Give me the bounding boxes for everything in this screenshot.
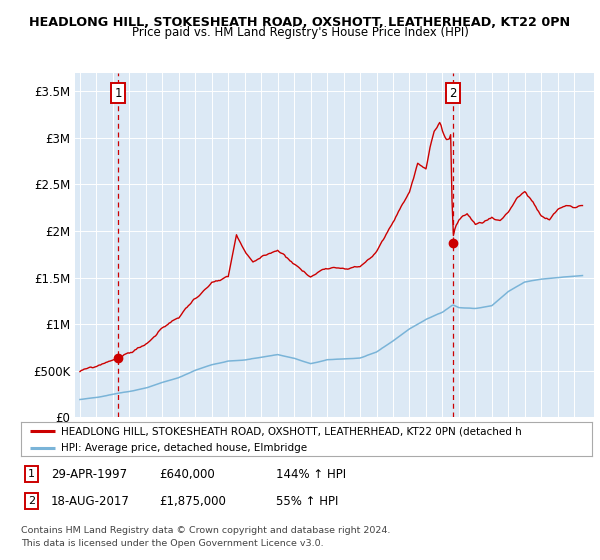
- Text: 2: 2: [28, 496, 35, 506]
- Text: 2: 2: [449, 87, 457, 100]
- Text: This data is licensed under the Open Government Licence v3.0.: This data is licensed under the Open Gov…: [21, 539, 323, 548]
- Text: 1: 1: [115, 87, 122, 100]
- Text: 29-APR-1997: 29-APR-1997: [51, 468, 127, 481]
- Text: £1,875,000: £1,875,000: [159, 494, 226, 508]
- Text: HPI: Average price, detached house, Elmbridge: HPI: Average price, detached house, Elmb…: [61, 443, 307, 452]
- Text: 144% ↑ HPI: 144% ↑ HPI: [276, 468, 346, 481]
- Text: HEADLONG HILL, STOKESHEATH ROAD, OXSHOTT, LEATHERHEAD, KT22 0PN: HEADLONG HILL, STOKESHEATH ROAD, OXSHOTT…: [29, 16, 571, 29]
- Text: Contains HM Land Registry data © Crown copyright and database right 2024.: Contains HM Land Registry data © Crown c…: [21, 526, 391, 535]
- Text: 18-AUG-2017: 18-AUG-2017: [51, 494, 130, 508]
- Text: 55% ↑ HPI: 55% ↑ HPI: [276, 494, 338, 508]
- Text: HEADLONG HILL, STOKESHEATH ROAD, OXSHOTT, LEATHERHEAD, KT22 0PN (detached h: HEADLONG HILL, STOKESHEATH ROAD, OXSHOTT…: [61, 426, 522, 436]
- Text: £640,000: £640,000: [159, 468, 215, 481]
- Text: Price paid vs. HM Land Registry's House Price Index (HPI): Price paid vs. HM Land Registry's House …: [131, 26, 469, 39]
- Text: 1: 1: [28, 469, 35, 479]
